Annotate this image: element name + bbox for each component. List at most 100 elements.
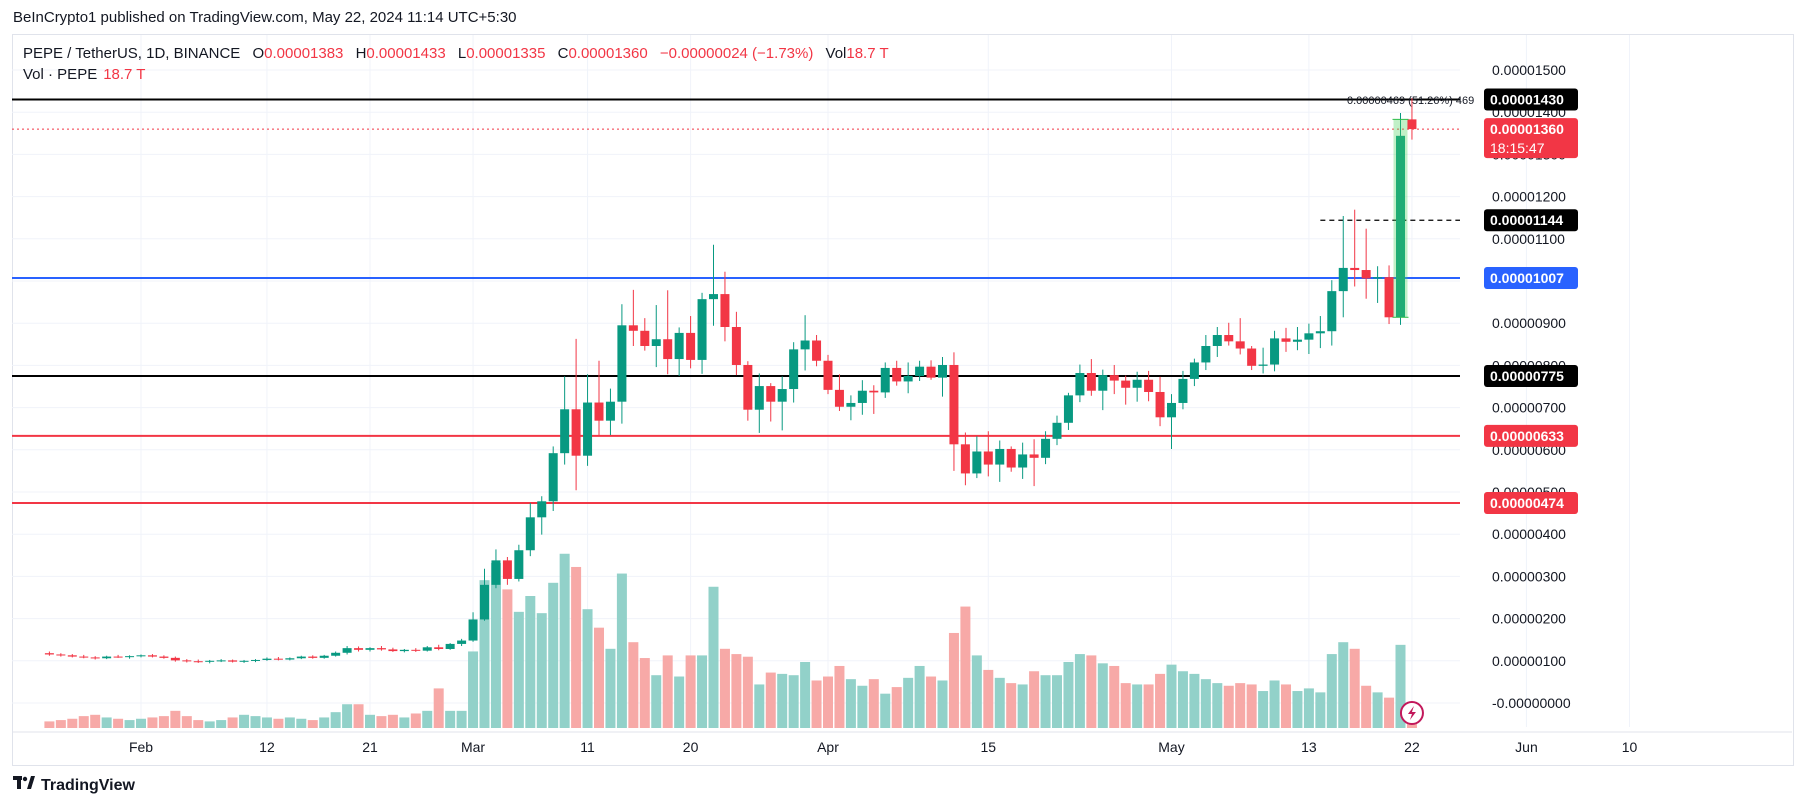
- candle-body[interactable]: [571, 409, 581, 456]
- candle-body[interactable]: [147, 655, 157, 657]
- candle-body[interactable]: [1373, 277, 1383, 279]
- candle-body[interactable]: [640, 330, 650, 346]
- candle-body[interactable]: [113, 656, 123, 658]
- candle-body[interactable]: [972, 451, 982, 474]
- candle-body[interactable]: [834, 389, 844, 407]
- candles[interactable]: [44, 98, 1417, 664]
- candle-body[interactable]: [1338, 267, 1348, 292]
- candle-body[interactable]: [892, 367, 902, 382]
- candle-body[interactable]: [709, 294, 718, 300]
- candle-body[interactable]: [1155, 391, 1165, 418]
- candle-body[interactable]: [365, 648, 375, 650]
- candle-body[interactable]: [1098, 375, 1108, 391]
- candle-body[interactable]: [1224, 335, 1234, 342]
- candle-body[interactable]: [239, 660, 249, 662]
- candle-body[interactable]: [1235, 341, 1245, 349]
- candle-body[interactable]: [983, 451, 993, 465]
- candle-body[interactable]: [777, 389, 787, 402]
- candle-body[interactable]: [136, 655, 146, 657]
- candle-body[interactable]: [915, 366, 925, 376]
- candle-body[interactable]: [342, 648, 352, 653]
- candle-body[interactable]: [422, 647, 432, 651]
- candle-body[interactable]: [823, 360, 833, 390]
- candle-body[interactable]: [628, 325, 638, 331]
- candle-body[interactable]: [1029, 454, 1039, 458]
- candle-body[interactable]: [1315, 331, 1325, 334]
- candle-body[interactable]: [1396, 135, 1405, 318]
- candle-body[interactable]: [491, 560, 501, 585]
- candle-body[interactable]: [1121, 380, 1131, 388]
- candle-body[interactable]: [1132, 379, 1142, 388]
- candle-body[interactable]: [125, 656, 135, 658]
- candle-body[interactable]: [594, 402, 604, 421]
- candle-body[interactable]: [56, 654, 66, 656]
- candle-body[interactable]: [376, 648, 386, 650]
- horizontal-levels[interactable]: [12, 98, 1460, 504]
- candle-body[interactable]: [44, 653, 54, 655]
- candle-body[interactable]: [800, 340, 810, 350]
- candle-body[interactable]: [743, 364, 753, 410]
- candle-body[interactable]: [434, 647, 444, 649]
- candle-body[interactable]: [319, 655, 329, 658]
- candle-body[interactable]: [1052, 422, 1062, 439]
- candle-body[interactable]: [468, 619, 478, 641]
- candle-body[interactable]: [949, 364, 959, 445]
- candle-body[interactable]: [686, 332, 696, 360]
- candle-body[interactable]: [90, 657, 100, 659]
- candle-body[interactable]: [525, 517, 535, 551]
- candle-body[interactable]: [1006, 448, 1016, 468]
- candle-body[interactable]: [720, 294, 730, 327]
- candle-body[interactable]: [1247, 348, 1257, 366]
- candle-body[interactable]: [1258, 364, 1268, 366]
- candle-body[interactable]: [262, 658, 272, 660]
- candle-body[interactable]: [548, 453, 558, 502]
- candle-body[interactable]: [1384, 277, 1394, 318]
- candle-body[interactable]: [754, 386, 764, 410]
- candle-body[interactable]: [514, 550, 524, 579]
- candle-body[interactable]: [273, 658, 283, 660]
- candle-body[interactable]: [1063, 395, 1073, 423]
- candle-body[interactable]: [1018, 454, 1028, 468]
- candle-body[interactable]: [1075, 372, 1085, 396]
- symbol-name[interactable]: PEPE / TetherUS, 1D, BINANCE: [23, 45, 241, 62]
- candle-body[interactable]: [193, 661, 203, 663]
- candle-body[interactable]: [731, 326, 741, 365]
- candle-body[interactable]: [766, 386, 776, 402]
- candle-body[interactable]: [228, 660, 238, 662]
- candle-body[interactable]: [480, 584, 489, 620]
- candle-body[interactable]: [1327, 291, 1337, 332]
- candle-body[interactable]: [251, 659, 260, 661]
- candle-body[interactable]: [205, 660, 215, 662]
- candle-body[interactable]: [583, 402, 593, 456]
- candle-body[interactable]: [1212, 335, 1222, 346]
- candle-body[interactable]: [1086, 372, 1096, 391]
- volume-legend-label[interactable]: Vol · PEPE: [23, 66, 98, 83]
- candle-body[interactable]: [1189, 362, 1199, 379]
- time-axis[interactable]: Feb 12 21 Mar 11 20 Apr 15 May 13 22 Jun 10: [12, 731, 1792, 755]
- candle-body[interactable]: [102, 656, 112, 659]
- candle-body[interactable]: [1270, 338, 1280, 365]
- candle-body[interactable]: [617, 325, 627, 402]
- candle-body[interactable]: [388, 649, 398, 652]
- candle-body[interactable]: [502, 560, 512, 579]
- candle-body[interactable]: [285, 658, 295, 660]
- candle-body[interactable]: [296, 656, 306, 659]
- candle-body[interactable]: [1144, 379, 1154, 392]
- candle-body[interactable]: [159, 656, 169, 658]
- candle-body[interactable]: [960, 444, 970, 474]
- candle-body[interactable]: [1350, 267, 1360, 271]
- candle-body[interactable]: [1361, 270, 1371, 279]
- candle-body[interactable]: [1407, 119, 1417, 130]
- candle-body[interactable]: [674, 332, 684, 360]
- candle-body[interactable]: [926, 366, 936, 378]
- candle-body[interactable]: [170, 657, 180, 661]
- candle-body[interactable]: [411, 649, 421, 651]
- candle-body[interactable]: [331, 652, 341, 656]
- candle-body[interactable]: [880, 367, 890, 393]
- tradingview-brand[interactable]: TradingView: [13, 776, 135, 795]
- candle-body[interactable]: [869, 390, 879, 393]
- candle-body[interactable]: [663, 339, 673, 360]
- candle-body[interactable]: [560, 409, 570, 454]
- candle-body[interactable]: [903, 375, 913, 382]
